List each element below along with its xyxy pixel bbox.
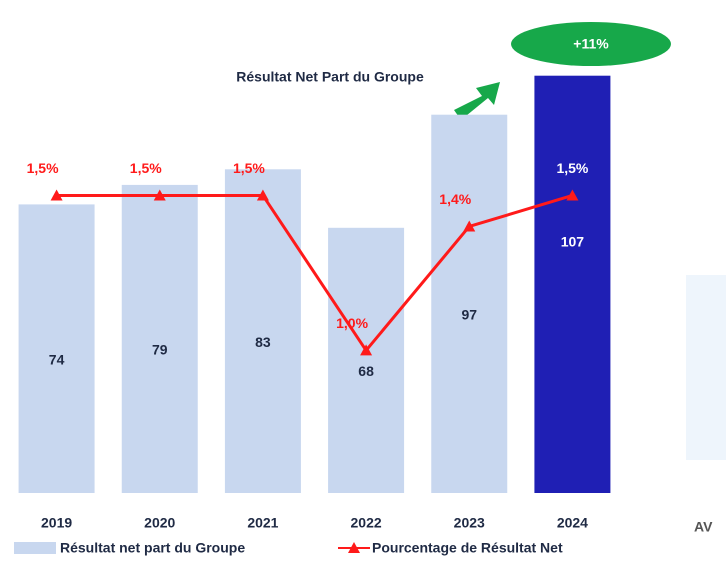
line-value-label: 1,5%: [27, 160, 59, 176]
bar-value-label: 97: [461, 307, 477, 323]
growth-badge: [511, 22, 671, 66]
line-value-label: 1,4%: [439, 191, 471, 207]
line: [56, 193, 573, 353]
bar-value-label: 68: [358, 363, 374, 379]
growth-arrow: [454, 82, 500, 120]
x-tick-label: 2021: [247, 515, 278, 531]
side-panel: [686, 275, 726, 460]
line-marker: [256, 189, 269, 201]
line-marker: [566, 189, 579, 201]
line-marker: [463, 220, 476, 232]
bar-value-label: 79: [152, 342, 168, 358]
x-tick-label: 2023: [454, 515, 485, 531]
x-tick-label: 2020: [144, 515, 175, 531]
line-marker: [360, 344, 373, 356]
growth-label: +11%: [573, 36, 609, 52]
legend-label: Pourcentage de Résultat Net: [372, 540, 563, 556]
side-text: AV: [694, 519, 713, 535]
bar: [18, 204, 95, 493]
chart-title: Résultat Net Part du Groupe: [236, 69, 424, 85]
bar: [431, 114, 508, 493]
bar-value-label: 107: [561, 233, 585, 249]
legend-swatch: [14, 542, 56, 554]
bar: [224, 169, 301, 494]
x-tick-label: 2024: [557, 515, 588, 531]
line-marker: [153, 189, 166, 201]
bar-value-label: 74: [49, 351, 65, 367]
legend-label: Résultat net part du Groupe: [60, 540, 245, 556]
bar: [328, 227, 405, 494]
line-value-label: 1,5%: [556, 160, 588, 176]
line-marker: [50, 189, 63, 201]
line-value-label: 1,5%: [233, 160, 265, 176]
x-tick-label: 2019: [41, 515, 72, 531]
x-tick-label: 2022: [351, 515, 382, 531]
line-value-label: 1,5%: [130, 160, 162, 176]
bar: [121, 184, 198, 493]
bar-value-label: 83: [255, 334, 271, 350]
legend-marker: [348, 542, 360, 553]
bar: [534, 75, 611, 493]
line-value-label: 1,0%: [336, 315, 368, 331]
